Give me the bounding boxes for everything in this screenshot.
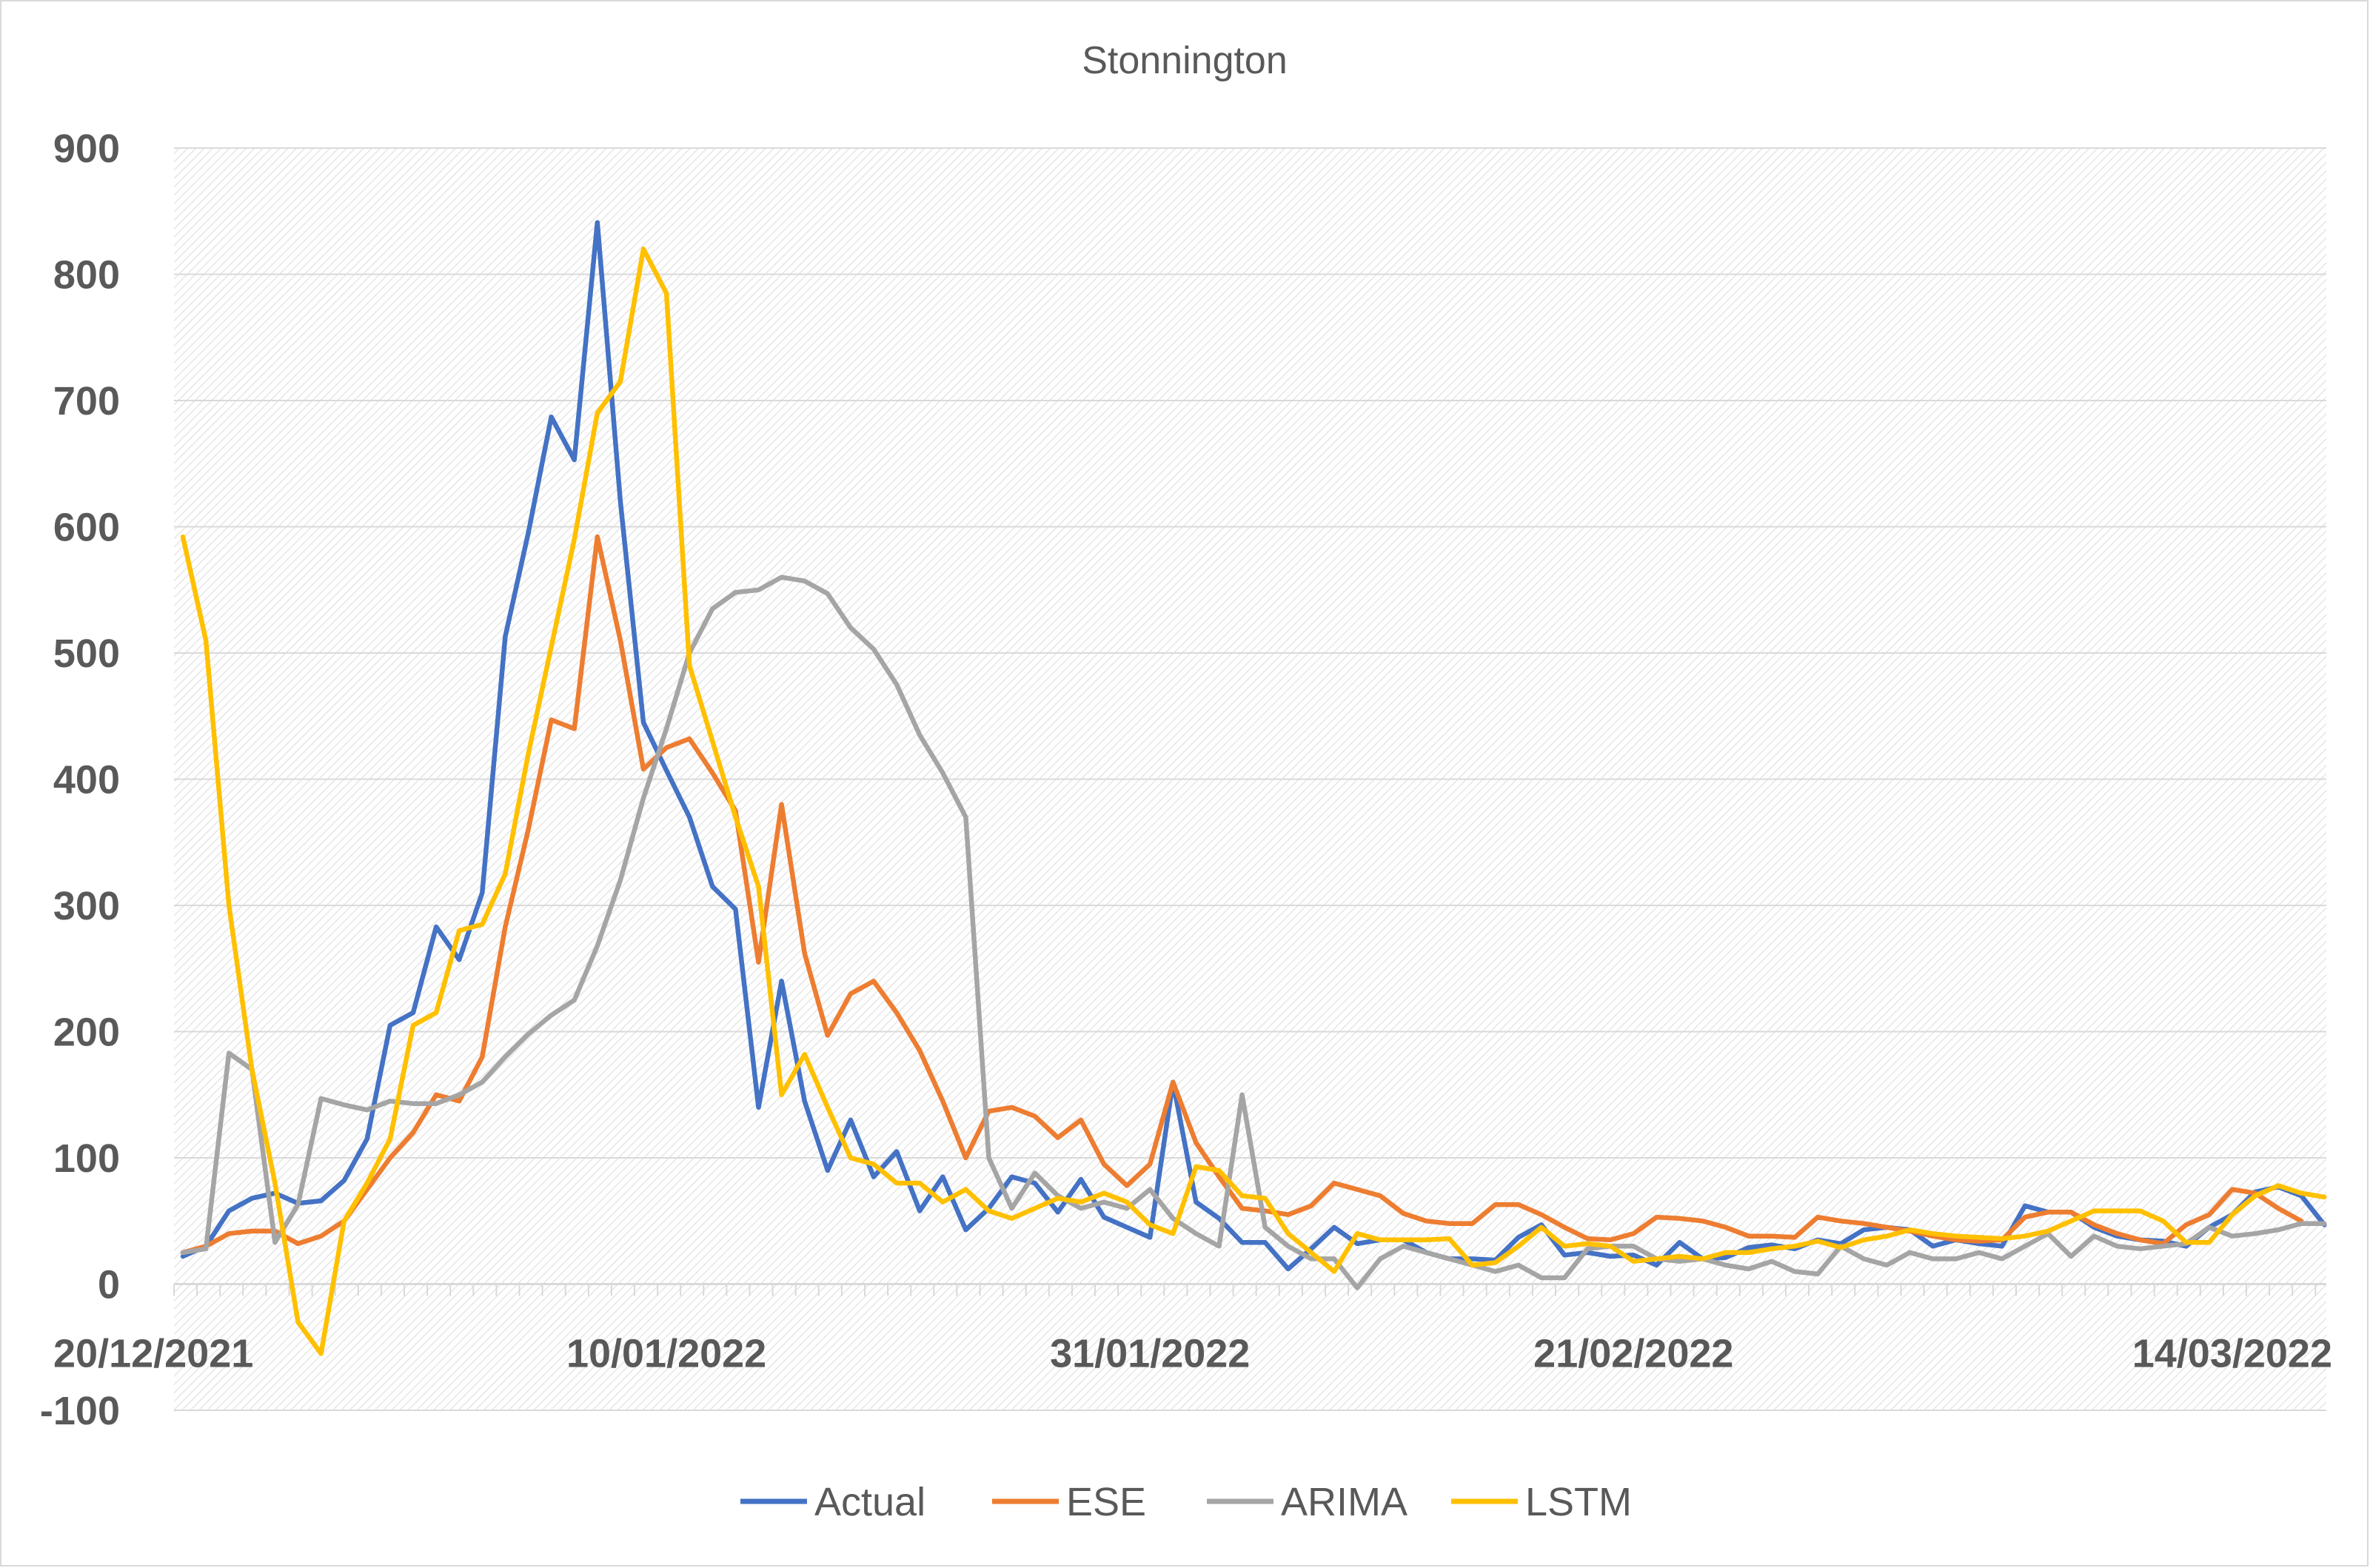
- series-lines: [180, 220, 2327, 1356]
- y-tick-label: 500: [53, 631, 120, 676]
- series-line-lstm: [180, 247, 2327, 1356]
- legend-label-ese: ESE: [1066, 1480, 1146, 1524]
- y-tick-label: 900: [53, 127, 120, 171]
- legend-label-lstm: LSTM: [1525, 1480, 1632, 1524]
- y-tick-label: 300: [53, 884, 120, 928]
- x-tick-label: 10/01/2022: [566, 1332, 766, 1376]
- y-tick-label: 600: [53, 506, 120, 550]
- x-tick-label: 14/03/2022: [2132, 1332, 2332, 1376]
- series-line-ese: [180, 534, 2304, 1256]
- y-tick-label: 200: [53, 1011, 120, 1055]
- series-line-arima: [180, 574, 2327, 1290]
- y-tick-label: 400: [53, 758, 120, 803]
- y-tick-label: 0: [98, 1263, 120, 1307]
- y-tick-label: 700: [53, 379, 120, 423]
- x-tick-label: 20/12/2021: [53, 1332, 253, 1376]
- legend: Actual ESE ARIMA LSTM: [740, 1480, 1632, 1524]
- y-tick-label: -100: [40, 1389, 120, 1433]
- chart-title: Stonnington: [1082, 39, 1288, 82]
- legend-label-arima: ARIMA: [1281, 1480, 1407, 1524]
- y-tick-label: 100: [53, 1136, 120, 1181]
- x-tick-label: 21/02/2022: [1533, 1332, 1733, 1376]
- x-tick-label: 31/01/2022: [1050, 1332, 1250, 1376]
- legend-label-actual: Actual: [814, 1480, 925, 1524]
- x-axis: 20/12/2021 10/01/2022 31/01/2022 21/02/2022…: [53, 1283, 2332, 1376]
- y-tick-label: 800: [53, 253, 120, 298]
- y-axis: -100 0 100 200 300 400 500 600 700 800 900: [40, 127, 120, 1433]
